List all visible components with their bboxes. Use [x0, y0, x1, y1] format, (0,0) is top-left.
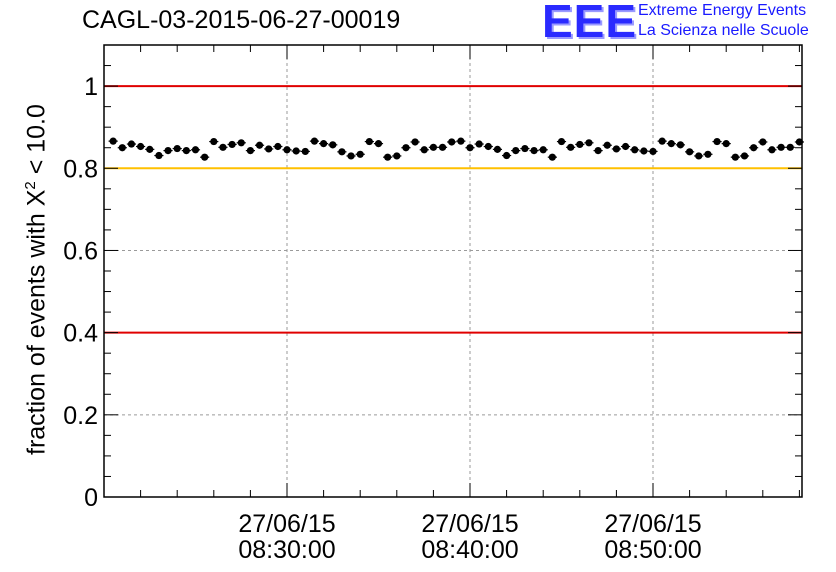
data-point [329, 141, 337, 149]
data-point [530, 147, 538, 155]
data-point [164, 147, 172, 155]
eee-logo-line2: La Scienza nelle Scuole [638, 22, 809, 39]
chart-title: CAGL-03-2015-06-27-00019 [82, 6, 401, 34]
data-point [649, 147, 657, 156]
data-point [466, 144, 474, 152]
data-point [521, 144, 529, 153]
data-point [438, 143, 447, 151]
data-point [237, 139, 245, 147]
data-point [118, 144, 126, 152]
data-point [182, 147, 190, 155]
data-point [411, 138, 419, 146]
data-point [283, 146, 291, 154]
data-point [768, 146, 776, 154]
data-point [173, 144, 181, 153]
data-point [338, 148, 346, 156]
data-point [585, 139, 593, 147]
data-point [722, 140, 730, 148]
y-axis-label-sup: 2 [22, 181, 39, 190]
data-point [750, 144, 758, 152]
x-tick-label-date: 27/06/15 [421, 510, 518, 538]
data-point [576, 140, 584, 149]
data-point [219, 143, 227, 151]
data-point [631, 146, 639, 154]
data-point [420, 146, 428, 154]
data-point [484, 142, 492, 151]
x-tick-label-date: 27/06/15 [238, 510, 335, 538]
data-point [777, 143, 785, 151]
data-point [548, 153, 556, 161]
y-tick-label: 0.2 [63, 402, 98, 430]
data-point [686, 148, 694, 156]
y-tick-label: 0 [84, 484, 98, 512]
data-point [155, 151, 163, 160]
data-point [109, 137, 117, 145]
data-point [347, 152, 355, 160]
data-point [310, 137, 319, 145]
data-point [201, 153, 209, 161]
data-point [274, 142, 282, 151]
data-point [365, 137, 373, 146]
data-point [255, 141, 264, 149]
data-point [695, 152, 703, 160]
data-point [512, 147, 520, 155]
data-point [713, 137, 721, 146]
eee-logo-mark: EEE [542, 0, 638, 47]
data-point [539, 146, 547, 154]
data-point [429, 143, 437, 151]
y-axis-label: fraction of events with X2 < 10.0 [22, 104, 51, 455]
data-point [640, 147, 648, 155]
y-axis-label-pre: fraction of events with X [22, 189, 51, 455]
data-point [127, 140, 136, 148]
data-point [246, 147, 254, 155]
data-point [704, 150, 712, 158]
data-point [292, 147, 300, 155]
data-point [731, 153, 739, 161]
data-point [475, 140, 483, 148]
data-point [228, 140, 236, 149]
data-point [667, 140, 675, 148]
y-tick-label: 0.6 [63, 237, 98, 265]
data-point [603, 141, 611, 149]
data-point [301, 147, 309, 156]
data-point [786, 143, 794, 151]
y-axis-label-post: < 10.0 [22, 104, 51, 182]
y-tick-label: 0.4 [63, 320, 98, 348]
data-point [384, 153, 392, 161]
data-point [356, 150, 364, 158]
data-point [759, 138, 767, 146]
data-point [210, 137, 218, 146]
data-point [557, 137, 566, 146]
x-tick-label-time: 08:50:00 [604, 536, 701, 564]
eee-logo: EEE Extreme Energy Events La Scienza nel… [540, 0, 830, 47]
x-tick-label-time: 08:30:00 [238, 536, 335, 564]
data-point [146, 145, 154, 153]
data-point [448, 138, 456, 146]
data-point [676, 141, 685, 149]
x-tick-label-date: 27/06/15 [604, 510, 701, 538]
x-tick-label-time: 08:40:00 [421, 536, 518, 564]
data-point [374, 140, 383, 148]
data-point [493, 145, 502, 153]
data-point [612, 145, 621, 153]
data-point [191, 146, 200, 154]
data-point [402, 144, 410, 152]
data-point [658, 137, 666, 145]
eee-logo-line1: Extreme Energy Events [638, 2, 807, 19]
y-tick-label: 0.8 [63, 155, 98, 183]
data-point [795, 138, 804, 146]
data-point [393, 152, 401, 160]
data-point [137, 142, 145, 151]
data-point [320, 140, 328, 148]
y-tick-label: 1 [84, 73, 98, 101]
data-point [567, 143, 575, 151]
data-point [594, 147, 602, 155]
data-point [457, 137, 465, 145]
plot-frame [103, 44, 803, 498]
data-point [740, 152, 749, 160]
data-point [503, 151, 511, 160]
data-point [265, 145, 273, 153]
data-point [621, 142, 630, 151]
